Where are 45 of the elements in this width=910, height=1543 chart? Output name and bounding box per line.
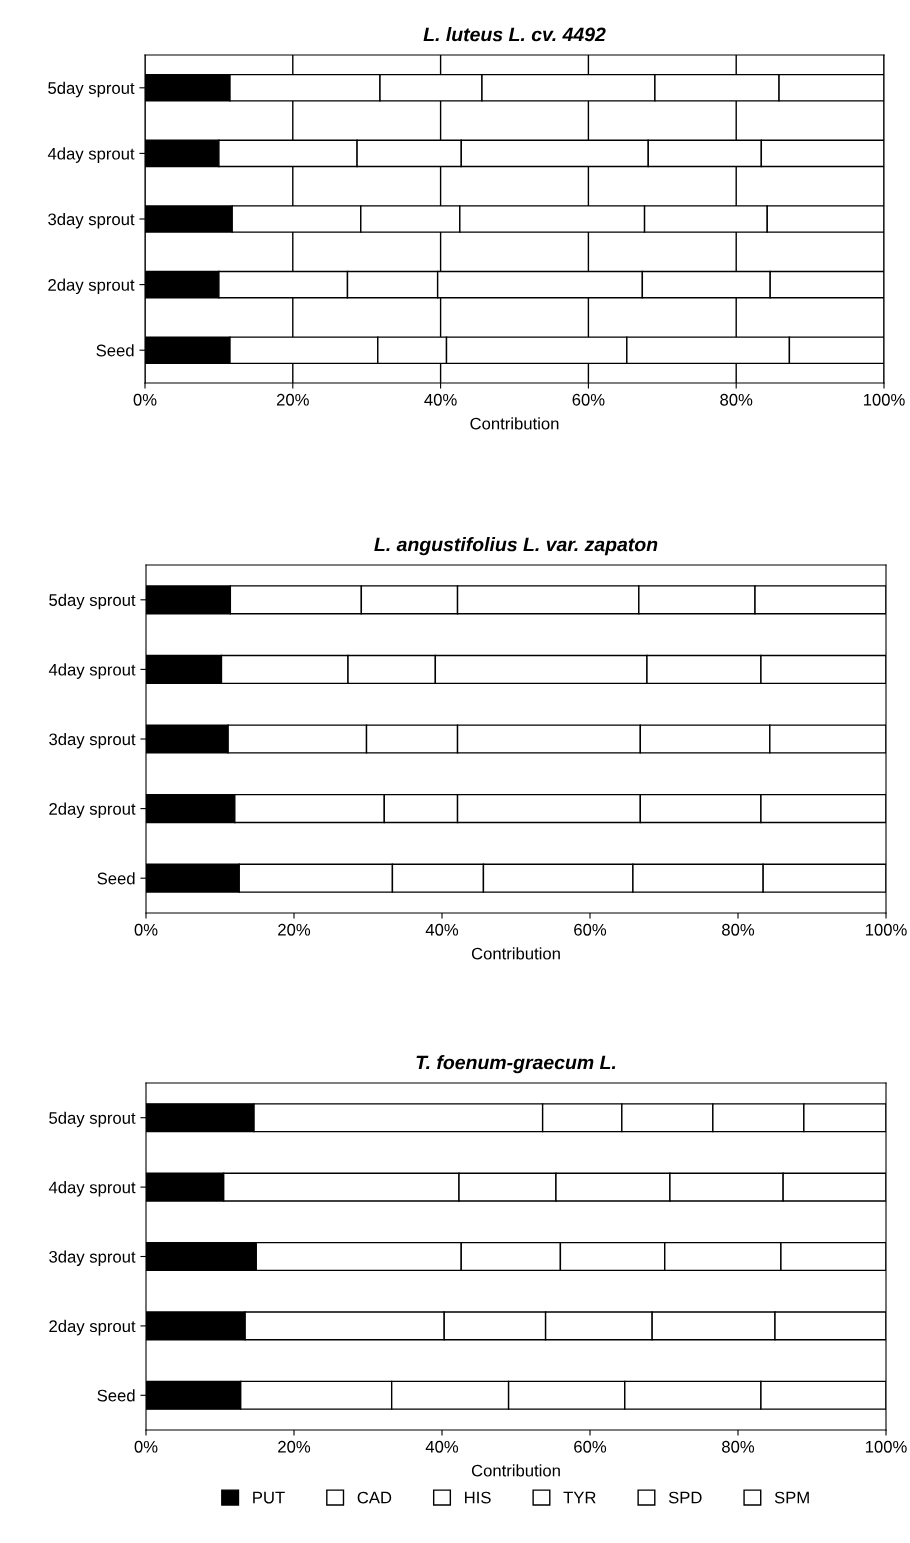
y-tick-label: 5day sprout xyxy=(49,593,136,610)
y-tick-label: 2day sprout xyxy=(49,802,136,819)
x-tick-label: 60% xyxy=(574,1440,607,1453)
y-tick-label: 4day sprout xyxy=(48,1181,136,1197)
legend-label: PUT xyxy=(253,1491,285,1504)
chart-title: T. foenum-graecum L. xyxy=(416,1055,616,1074)
y-tick-label: 5day sprout xyxy=(49,1111,136,1128)
legend-label: TYR xyxy=(563,1491,596,1504)
legend-label: CAD xyxy=(357,1491,392,1504)
x-tick-label: 20% xyxy=(276,393,309,406)
legend-label: SPD xyxy=(668,1491,702,1504)
x-tick-label: 80% xyxy=(720,393,753,406)
y-tick-label: Seed xyxy=(97,1389,135,1402)
legend-label: SPM xyxy=(774,1491,809,1504)
x-tick-label: 80% xyxy=(722,1440,755,1453)
x-tick-label: 20% xyxy=(278,1440,311,1453)
y-tick-label: 5day sprout xyxy=(48,81,135,98)
x-tick-label: 40% xyxy=(425,923,459,936)
y-tick-label: 2day sprout xyxy=(49,1319,136,1336)
x-tick-label: 60% xyxy=(572,393,605,406)
legend-label: HIS xyxy=(465,1491,491,1504)
x-axis-title: Contribution xyxy=(471,1464,560,1477)
x-tick-label: 100% xyxy=(865,923,907,936)
x-tick-label: 20% xyxy=(278,923,311,936)
y-tick-label: 3day sprout xyxy=(49,1250,136,1266)
x-tick-label: 80% xyxy=(722,923,755,936)
x-tick-label: 0% xyxy=(134,1440,158,1453)
y-tick-label: 2day sprout xyxy=(48,278,135,295)
y-tick-label: 4day sprout xyxy=(47,147,135,163)
x-axis-title: Contribution xyxy=(471,947,560,960)
x-tick-label: 100% xyxy=(863,393,905,406)
y-tick-label: 3day sprout xyxy=(49,732,136,749)
y-tick-label: 3day sprout xyxy=(48,212,135,229)
y-tick-label: 4day sprout xyxy=(48,663,136,679)
chart-title: L. angustifolius L. var. zapaton xyxy=(374,537,658,556)
x-axis-title: Contribution xyxy=(470,417,559,430)
x-tick-label: 60% xyxy=(574,923,607,936)
y-tick-label: Seed xyxy=(96,344,134,357)
y-tick-label: Seed xyxy=(97,872,135,885)
x-tick-label: 40% xyxy=(425,1440,459,1453)
x-tick-label: 0% xyxy=(133,393,157,406)
x-tick-label: 0% xyxy=(134,923,158,936)
x-tick-label: 100% xyxy=(865,1440,907,1453)
chart-title: L. luteus L. cv. 4492 xyxy=(423,27,606,42)
x-tick-label: 40% xyxy=(424,393,457,406)
